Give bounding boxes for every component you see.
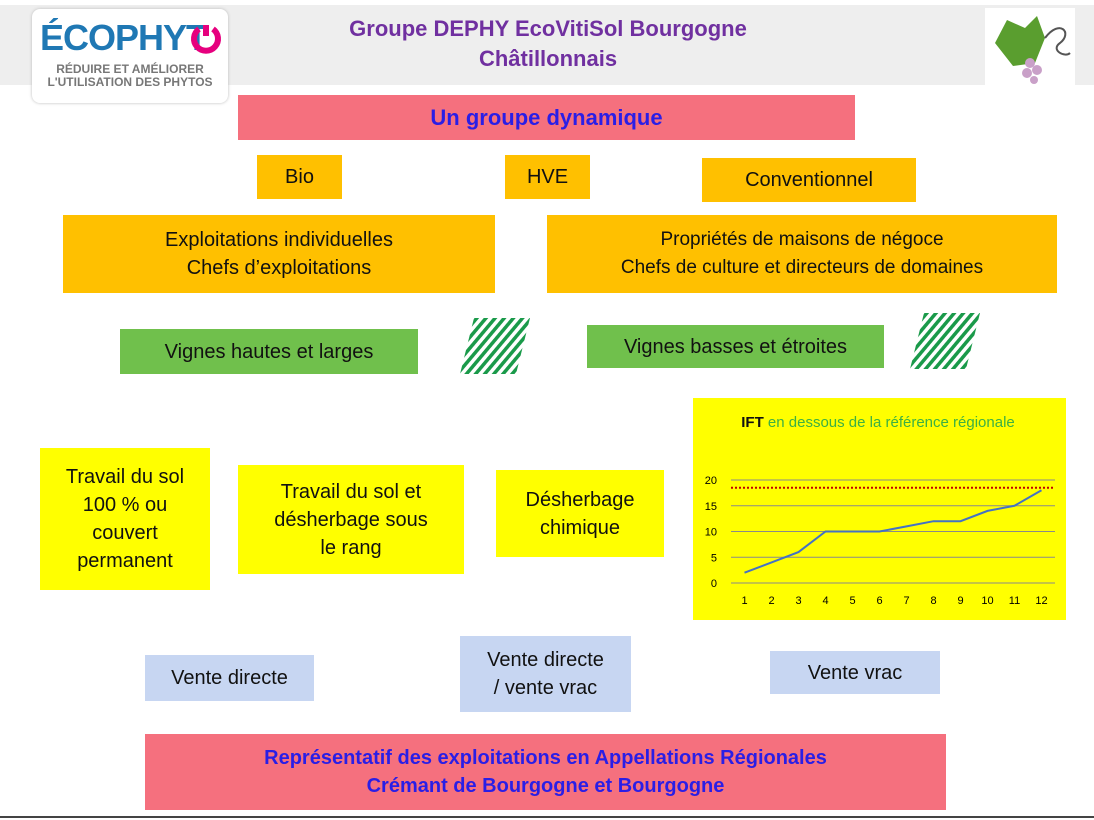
x-tick-label: 4 — [822, 595, 828, 607]
x-tick-label: 9 — [957, 595, 963, 607]
footer-line: Crémant de Bourgogne et Bourgogne — [366, 775, 725, 797]
vineyard-box: Vignes basses et étroites — [587, 325, 884, 368]
logo: ÉCOPHYT RÉDUIRE ET AMÉLIORER L'UTILISATI… — [32, 9, 228, 103]
practice-line: Désherbage — [525, 488, 635, 511]
y-tick-label: 20 — [705, 475, 717, 487]
x-tick-label: 11 — [1009, 595, 1020, 607]
practice-box: Travail du sol 100 % ou couvert permanen… — [40, 448, 210, 590]
sales-box: Vente directe — [145, 655, 314, 701]
practice-line: le rang — [320, 536, 382, 559]
chart-title: IFT — [741, 414, 764, 431]
footer-box: Représentatif des exploitations en Appel… — [145, 734, 946, 810]
x-tick-label: 10 — [981, 595, 993, 607]
logo-tagline: L'UTILISATION DES PHYTOS — [47, 75, 213, 89]
grape-icon — [985, 8, 1075, 86]
title: Groupe DEPHY EcoVitiSol Bourgogne — [349, 16, 747, 41]
footer-line: Représentatif des exploitations en Appel… — [264, 747, 827, 769]
data-line — [744, 489, 1042, 574]
practice-line: permanent — [77, 550, 173, 572]
practice-line: Travail du sol et — [280, 480, 422, 503]
chart-box: IFT en dessous de la référence régionale… — [693, 398, 1066, 620]
y-tick-label: 5 — [711, 552, 717, 564]
structure-line: Propriétés de maisons de négoce — [660, 229, 944, 250]
x-tick-label: 8 — [930, 595, 936, 607]
practice-box: Travail du sol et désherbage sous le ran… — [238, 465, 464, 574]
x-tick-label: 5 — [849, 595, 855, 607]
y-tick-label: 0 — [711, 578, 717, 590]
vineyard-box: Vignes hautes et larges — [120, 329, 418, 374]
practice-line: 100 % ou — [82, 494, 168, 516]
practice-line: chimique — [539, 516, 621, 539]
practice-line: Travail du sol — [65, 466, 185, 488]
structure-box: Exploitations individuelles Chefs d’expl… — [63, 215, 495, 293]
y-tick-label: 10 — [705, 527, 717, 539]
structure-box: Propriétés de maisons de négoce Chefs de… — [547, 215, 1057, 293]
x-tick-label: 6 — [876, 595, 882, 607]
structure-line: Chefs d’exploitations — [186, 257, 372, 279]
bottom-rule — [0, 816, 1094, 818]
x-tick-label: 12 — [1035, 595, 1047, 607]
logo-brand: ÉCOPHYT — [40, 17, 208, 58]
mode-box: Bio — [257, 155, 342, 199]
x-tick-label: 1 — [741, 595, 747, 607]
sales-box: Vente directe / vente vrac — [460, 636, 631, 712]
hatch-icon — [910, 313, 980, 369]
chart-subtitle: en dessous de la référence régionale — [767, 414, 1015, 431]
x-tick-label: 2 — [768, 595, 774, 607]
title: Châtillonnais — [478, 46, 618, 71]
logo-tagline: RÉDUIRE ET AMÉLIORER — [56, 62, 204, 76]
structure-line: Chefs de culture et directeurs de domain… — [620, 257, 984, 278]
sales-line: Vente directe — [487, 649, 604, 671]
logo-icon — [191, 25, 221, 54]
sales-box: Vente vrac — [770, 651, 940, 694]
y-tick-label: 15 — [705, 501, 717, 513]
mode-box: Conventionnel — [702, 158, 916, 202]
x-tick-label: 3 — [795, 595, 801, 607]
sales-line: Vente vrac — [807, 661, 903, 684]
structure-line: Exploitations individuelles — [165, 229, 393, 251]
practice-box: Désherbage chimique — [496, 470, 664, 557]
hatch-icon — [460, 318, 530, 374]
sales-line: / vente vrac — [493, 677, 598, 699]
mode-box: HVE — [505, 155, 590, 199]
x-tick-label: 7 — [903, 595, 909, 607]
practice-line: couvert — [92, 522, 158, 544]
practice-line: désherbage sous — [274, 508, 428, 531]
headline: Un groupe dynamique — [238, 95, 855, 140]
sales-line: Vente directe — [171, 667, 288, 689]
